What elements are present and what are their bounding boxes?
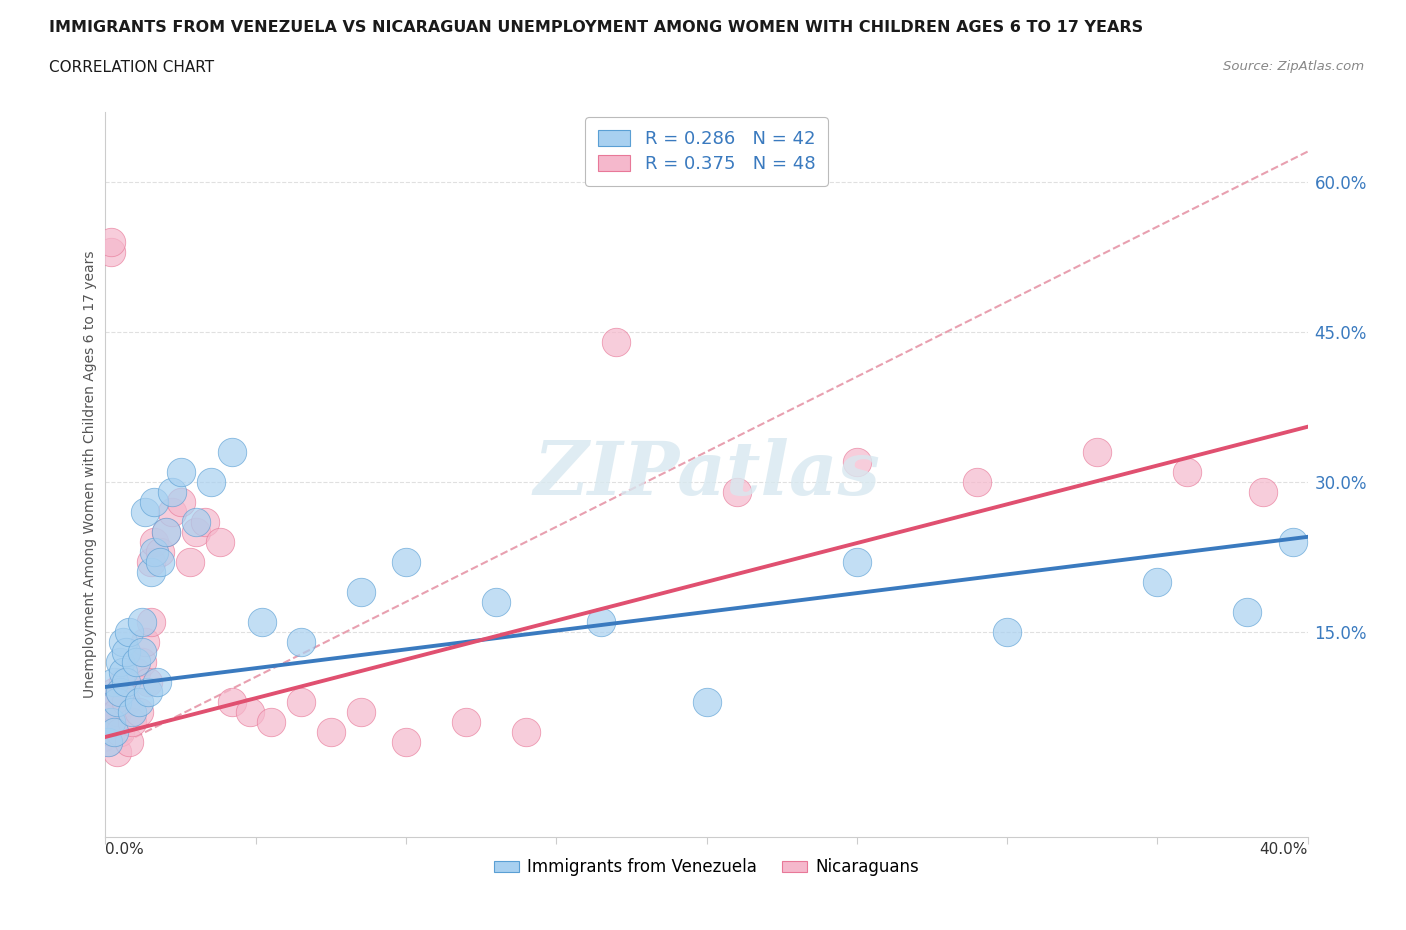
Point	[1251, 485, 1274, 499]
Point	[179, 554, 201, 569]
Point	[121, 714, 143, 729]
Point	[139, 565, 162, 579]
Point	[97, 735, 120, 750]
Point	[131, 615, 153, 630]
Point	[136, 674, 159, 689]
Point	[124, 655, 146, 670]
Point	[110, 724, 132, 739]
Point	[110, 684, 132, 699]
Point	[134, 504, 156, 519]
Point	[725, 485, 748, 499]
Point	[155, 525, 177, 539]
Point	[290, 634, 312, 649]
Point	[100, 234, 122, 249]
Text: ZIPatlas: ZIPatlas	[533, 438, 880, 511]
Point	[100, 695, 122, 710]
Text: Source: ZipAtlas.com: Source: ZipAtlas.com	[1223, 60, 1364, 73]
Legend: Immigrants from Venezuela, Nicaraguans: Immigrants from Venezuela, Nicaraguans	[488, 852, 925, 883]
Point	[134, 634, 156, 649]
Point	[200, 474, 222, 489]
Point	[131, 644, 153, 659]
Point	[100, 714, 122, 729]
Point	[118, 735, 141, 750]
Point	[136, 684, 159, 699]
Point	[100, 245, 122, 259]
Point	[115, 674, 138, 689]
Point	[1146, 575, 1168, 590]
Point	[350, 705, 373, 720]
Point	[1281, 535, 1303, 550]
Point	[107, 745, 129, 760]
Point	[121, 705, 143, 720]
Point	[1085, 445, 1108, 459]
Point	[184, 514, 207, 529]
Point	[148, 554, 170, 569]
Point	[155, 525, 177, 539]
Point	[1177, 464, 1199, 479]
Point	[100, 724, 122, 739]
Point	[97, 705, 120, 720]
Point	[142, 535, 165, 550]
Point	[169, 495, 191, 510]
Point	[112, 634, 135, 649]
Point	[128, 695, 150, 710]
Point	[456, 714, 478, 729]
Point	[208, 535, 231, 550]
Point	[103, 674, 125, 689]
Point	[605, 334, 627, 349]
Point	[148, 544, 170, 559]
Point	[250, 615, 273, 630]
Point	[995, 624, 1018, 639]
Point	[118, 624, 141, 639]
Point	[591, 615, 613, 630]
Point	[107, 695, 129, 710]
Point	[139, 554, 162, 569]
Point	[124, 664, 146, 679]
Point	[103, 684, 125, 699]
Point	[103, 714, 125, 729]
Point	[131, 655, 153, 670]
Point	[97, 735, 120, 750]
Point	[845, 554, 868, 569]
Point	[290, 695, 312, 710]
Text: 40.0%: 40.0%	[1260, 842, 1308, 857]
Point	[115, 644, 138, 659]
Point	[966, 474, 988, 489]
Point	[845, 455, 868, 470]
Point	[221, 445, 243, 459]
Point	[128, 705, 150, 720]
Point	[319, 724, 342, 739]
Point	[112, 674, 135, 689]
Point	[260, 714, 283, 729]
Text: IMMIGRANTS FROM VENEZUELA VS NICARAGUAN UNEMPLOYMENT AMONG WOMEN WITH CHILDREN A: IMMIGRANTS FROM VENEZUELA VS NICARAGUAN …	[49, 20, 1143, 35]
Point	[169, 464, 191, 479]
Point	[696, 695, 718, 710]
Point	[160, 485, 183, 499]
Point	[221, 695, 243, 710]
Point	[142, 495, 165, 510]
Point	[107, 705, 129, 720]
Text: 0.0%: 0.0%	[105, 842, 145, 857]
Point	[194, 514, 217, 529]
Text: CORRELATION CHART: CORRELATION CHART	[49, 60, 214, 75]
Y-axis label: Unemployment Among Women with Children Ages 6 to 17 years: Unemployment Among Women with Children A…	[83, 250, 97, 698]
Point	[1236, 604, 1258, 619]
Point	[395, 735, 418, 750]
Point	[160, 504, 183, 519]
Point	[112, 664, 135, 679]
Point	[110, 684, 132, 699]
Point	[115, 695, 138, 710]
Point	[139, 615, 162, 630]
Point	[110, 655, 132, 670]
Point	[395, 554, 418, 569]
Point	[485, 594, 508, 609]
Point	[145, 674, 167, 689]
Point	[142, 544, 165, 559]
Point	[184, 525, 207, 539]
Point	[103, 724, 125, 739]
Point	[239, 705, 262, 720]
Point	[515, 724, 537, 739]
Point	[350, 584, 373, 599]
